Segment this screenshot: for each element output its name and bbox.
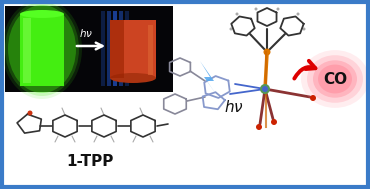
Circle shape <box>27 111 33 115</box>
Circle shape <box>263 49 270 56</box>
Ellipse shape <box>5 2 79 96</box>
Circle shape <box>310 95 316 101</box>
Circle shape <box>296 12 299 15</box>
Bar <box>101 11 105 86</box>
Bar <box>113 11 117 86</box>
Bar <box>110 20 124 78</box>
Ellipse shape <box>301 50 369 108</box>
Ellipse shape <box>2 0 82 99</box>
Ellipse shape <box>318 65 352 93</box>
Circle shape <box>271 119 277 125</box>
Circle shape <box>276 8 279 11</box>
Circle shape <box>229 28 232 30</box>
Text: $h\nu$: $h\nu$ <box>224 99 244 115</box>
Ellipse shape <box>8 5 76 93</box>
Bar <box>148 25 153 75</box>
Bar <box>5 6 173 92</box>
Circle shape <box>260 84 270 94</box>
Ellipse shape <box>20 10 64 18</box>
Bar <box>125 11 129 86</box>
Circle shape <box>255 8 258 11</box>
Ellipse shape <box>307 55 363 103</box>
Circle shape <box>262 86 268 92</box>
Bar <box>110 20 156 78</box>
Circle shape <box>256 124 262 130</box>
Bar <box>20 14 64 86</box>
Text: CO: CO <box>323 71 347 87</box>
Circle shape <box>235 12 239 15</box>
Bar <box>119 11 123 86</box>
Bar <box>23 18 31 83</box>
Bar <box>107 11 111 86</box>
Ellipse shape <box>110 73 156 83</box>
Circle shape <box>303 28 306 30</box>
Text: $h\nu$: $h\nu$ <box>79 27 93 39</box>
Text: 1-TPP: 1-TPP <box>66 154 114 169</box>
Polygon shape <box>200 61 218 97</box>
Ellipse shape <box>313 60 357 98</box>
